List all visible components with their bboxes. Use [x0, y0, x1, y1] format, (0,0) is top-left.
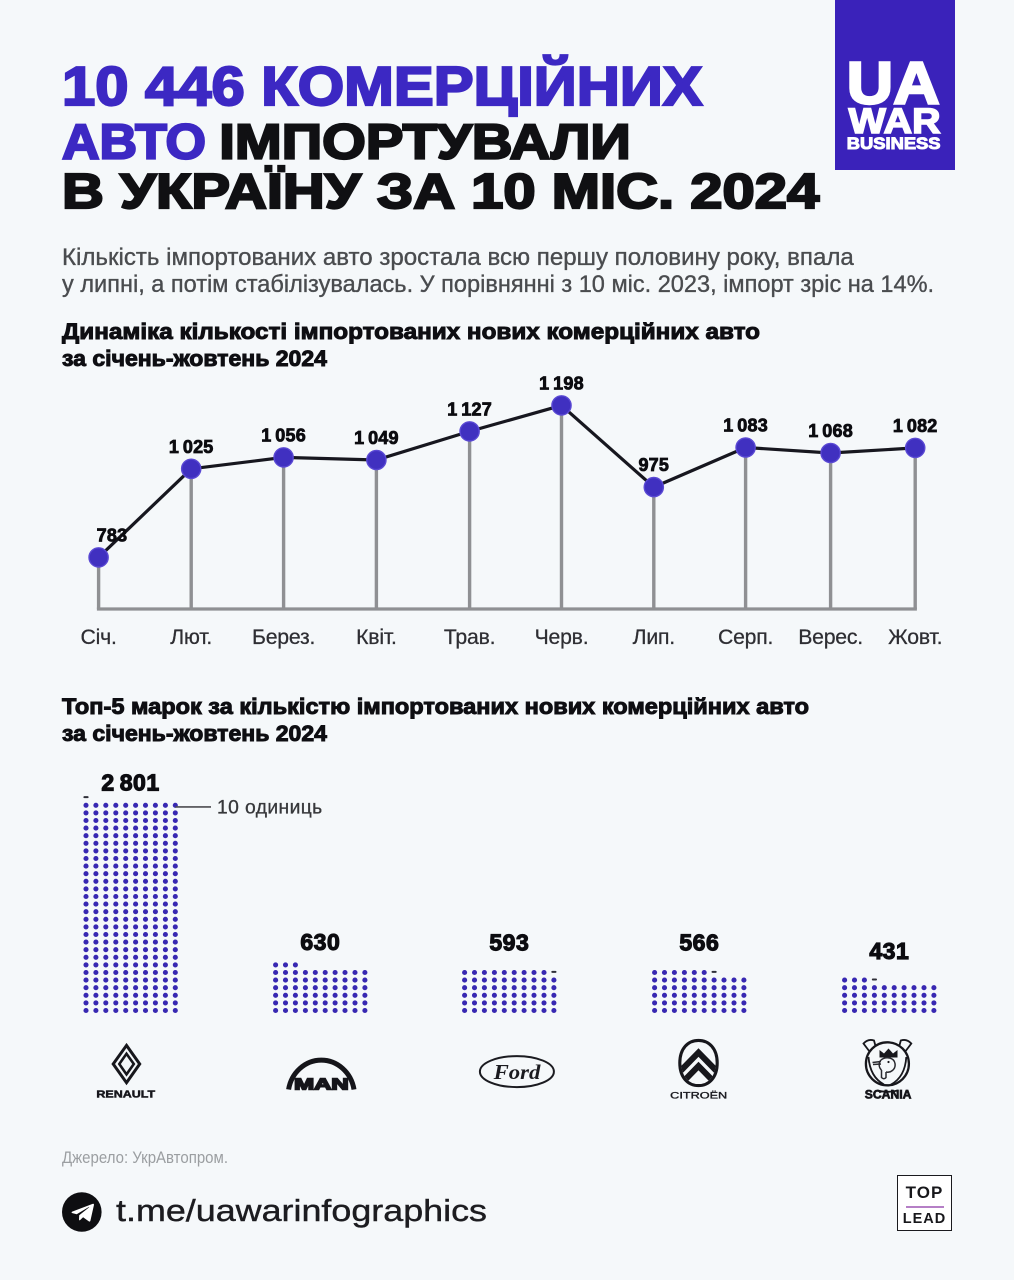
svg-text:10 446 КОМЕРЦІЙНИХ: 10 446 КОМЕРЦІЙНИХ [62, 54, 703, 117]
svg-text:Лют.: Лют. [170, 626, 212, 649]
svg-text:CITROËN: CITROËN [670, 1090, 727, 1100]
svg-text:Джерело: УкрАвтопром.: Джерело: УкрАвтопром. [62, 1149, 228, 1167]
svg-text:у липні, а потім стабілізувала: у липні, а потім стабілізувалась. У порі… [62, 271, 934, 298]
svg-text:10 одиниць: 10 одиниць [217, 797, 323, 818]
svg-text:Лип.: Лип. [633, 626, 675, 649]
svg-text:Топ-5 марок за кількістю імпор: Топ-5 марок за кількістю імпортованих но… [62, 694, 809, 719]
svg-text:Берез.: Берез. [252, 626, 315, 649]
svg-text:2 801: 2 801 [101, 769, 159, 795]
svg-text:Квіт.: Квіт. [356, 626, 397, 649]
svg-text:за січень-жовтень 2024: за січень-жовтень 2024 [62, 346, 327, 371]
svg-text:1 056: 1 056 [261, 425, 306, 445]
svg-text:Жовт.: Жовт. [888, 626, 942, 649]
svg-text:Динаміка кількості імпортовани: Динаміка кількості імпортованих нових ко… [62, 319, 760, 344]
svg-text:t.me/uawarinfographics: t.me/uawarinfographics [116, 1193, 487, 1228]
svg-text:Кількість імпортованих авто зр: Кількість імпортованих авто зростала всю… [62, 244, 854, 271]
svg-text:975: 975 [638, 455, 669, 475]
svg-text:Трав.: Трав. [444, 626, 495, 649]
svg-text:Черв.: Черв. [535, 626, 589, 649]
svg-text:MAN: MAN [294, 1076, 349, 1093]
svg-text:SCANIA: SCANIA [865, 1089, 912, 1101]
svg-text:Верес.: Верес. [798, 626, 863, 649]
svg-text:1 127: 1 127 [447, 399, 492, 419]
svg-text:В УКРАЇНУ ЗА 10 МІС. 2024: В УКРАЇНУ ЗА 10 МІС. 2024 [62, 165, 819, 219]
svg-text:566: 566 [679, 930, 719, 956]
svg-text:за січень-жовтень 2024: за січень-жовтень 2024 [62, 721, 327, 746]
svg-text:Серп.: Серп. [718, 626, 773, 649]
svg-text:1 049: 1 049 [354, 428, 399, 448]
svg-text:Ford: Ford [493, 1060, 541, 1084]
svg-text:1 198: 1 198 [539, 373, 584, 393]
svg-text:UA: UA [847, 50, 940, 116]
svg-text:783: 783 [97, 525, 128, 545]
svg-text:593: 593 [489, 930, 529, 956]
svg-text:431: 431 [869, 938, 909, 964]
svg-text:630: 630 [300, 929, 340, 955]
svg-text:1 025: 1 025 [169, 437, 214, 457]
svg-text:1 068: 1 068 [808, 421, 853, 441]
svg-text:Січ.: Січ. [81, 626, 117, 649]
svg-text:WAR: WAR [849, 101, 941, 141]
svg-text:RENAULT: RENAULT [96, 1089, 156, 1100]
svg-text:1 083: 1 083 [723, 416, 768, 436]
svg-text:1 082: 1 082 [893, 416, 938, 436]
svg-text:BUSINESS: BUSINESS [847, 134, 941, 153]
